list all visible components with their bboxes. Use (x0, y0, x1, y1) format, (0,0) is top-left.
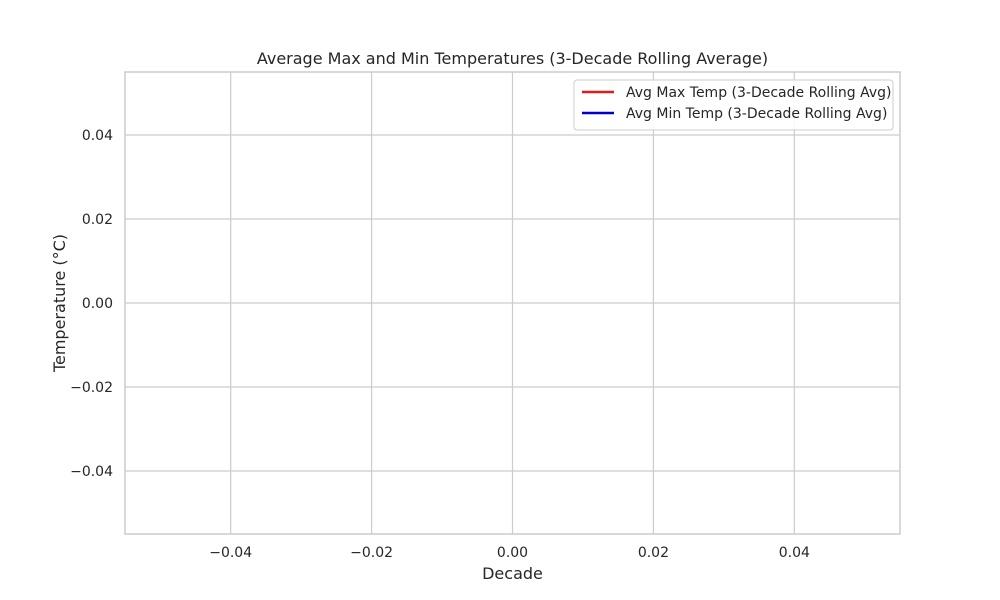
chart-title: Average Max and Min Temperatures (3-Deca… (257, 49, 768, 68)
legend: Avg Max Temp (3-Decade Rolling Avg) Avg … (573, 79, 894, 131)
y-tick-label: −0.04 (70, 464, 113, 480)
x-axis-label: Decade (482, 564, 543, 583)
x-tick-label: −0.04 (209, 545, 252, 561)
x-tick-label: 0.04 (779, 545, 810, 561)
x-tick-label: 0.02 (638, 545, 669, 561)
y-tick-label: 0.02 (82, 212, 113, 228)
y-tick-label: 0.04 (82, 128, 113, 144)
x-tick-label: 0.00 (497, 545, 528, 561)
x-tick-label: −0.02 (350, 545, 393, 561)
legend-label-avg-max: Avg Max Temp (3-Decade Rolling Avg) (626, 85, 892, 101)
y-axis-label: Temperature (°C) (50, 234, 69, 373)
y-axis-ticks: −0.04 −0.02 0.00 0.02 0.04 (70, 128, 113, 480)
plot-frame (124, 71, 901, 535)
legend-box (573, 79, 894, 131)
grid (125, 72, 900, 534)
y-tick-label: −0.02 (70, 380, 113, 396)
y-tick-label: 0.00 (82, 296, 113, 312)
x-axis-ticks: −0.04 −0.02 0.00 0.02 0.04 (209, 545, 810, 561)
legend-label-avg-min: Avg Min Temp (3-Decade Rolling Avg) (626, 106, 887, 122)
